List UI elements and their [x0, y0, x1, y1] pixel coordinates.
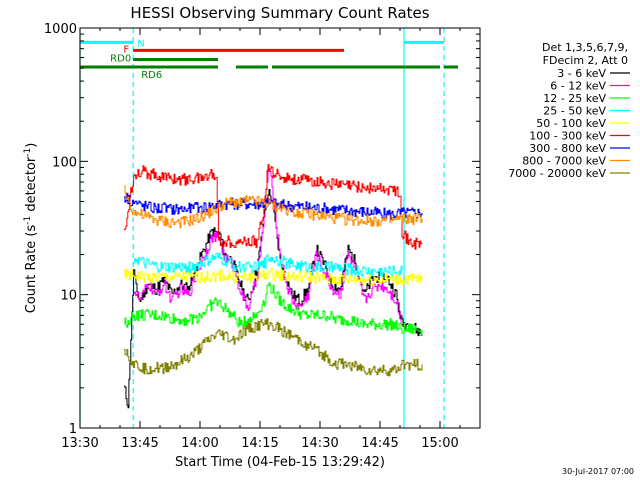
x-axis-label: Start Time (04-Feb-15 13:29:42)	[175, 455, 385, 470]
y-label-end: )	[24, 143, 39, 148]
flag-label-f: F	[123, 44, 129, 55]
legend-label-3-6-kev: 3 - 6 keV	[557, 67, 606, 80]
legend-label-12-25-kev: 12 - 25 keV	[543, 92, 606, 105]
legend: Det 1,3,5,6,7,9, FDecim 2, Att 0 3 - 6 k…	[508, 41, 630, 180]
x-tick-label-14-45: 14:45	[361, 436, 398, 451]
y-tick-label-1000: 1000	[44, 22, 77, 37]
y-label-sup2: -1	[23, 148, 33, 157]
data-series	[124, 164, 423, 409]
series-line-25-50-kev	[133, 252, 403, 278]
plot-frame	[79, 27, 481, 429]
y-tick-label-100: 100	[52, 155, 77, 170]
series-line-7000-20000-kev	[124, 318, 423, 377]
y-label-main: Count Rate (s	[24, 225, 39, 314]
x-axis-ticks: 13:30 13:45 14:00 14:15 14:30 14:45 15:00	[61, 28, 481, 451]
legend-label-300-800-kev: 300 - 800 keV	[529, 142, 606, 155]
x-tick-label-14-00: 14:00	[181, 436, 218, 451]
y-axis-ticks: 1 10 100 1000	[44, 22, 480, 437]
legend-label-7000-20000-kev: 7000 - 20000 keV	[508, 167, 606, 180]
flag-label-n: N	[137, 38, 144, 49]
series-line-800-7000-kev	[124, 185, 423, 229]
legend-label-50-100-kev: 50 - 100 keV	[536, 117, 606, 130]
series-line-50-100-kev	[124, 267, 423, 286]
x-tick-label-14-15: 14:15	[241, 436, 278, 451]
footer-date: 30-Jul-2017 07:00	[562, 467, 634, 476]
x-tick-label-14-30: 14:30	[301, 436, 338, 451]
legend-label-800-7000-kev: 800 - 7000 keV	[522, 155, 606, 168]
chart-title: HESSI Observing Summary Count Rates	[130, 4, 429, 22]
x-tick-label-13-45: 13:45	[121, 436, 158, 451]
y-tick-label-10: 10	[60, 289, 77, 304]
legend-label-6-12-kev: 6 - 12 keV	[550, 80, 606, 93]
legend-label-100-300-kev: 100 - 300 keV	[529, 130, 606, 143]
y-tick-label-1: 1	[69, 422, 77, 437]
series-line-12-25-kev	[124, 282, 423, 336]
legend-label-25-50-kev: 25 - 50 keV	[543, 105, 606, 118]
legend-header-line-1: Det 1,3,5,6,7,9,	[542, 41, 628, 54]
flag-label-rd0: RD0	[110, 54, 131, 65]
x-tick-label-13-30: 13:30	[61, 436, 98, 451]
series-line-100-300-kev	[124, 164, 423, 250]
x-tick-label-15-00: 15:00	[421, 436, 458, 451]
y-label-sup1: -1	[23, 216, 33, 225]
flag-label-rd6: RD6	[141, 70, 162, 81]
y-label-mid: detector	[24, 156, 39, 216]
legend-header-line-2: FDecim 2, Att 0	[543, 54, 628, 67]
y-axis-label: Count Rate (s-1 detector-1)	[23, 143, 39, 314]
